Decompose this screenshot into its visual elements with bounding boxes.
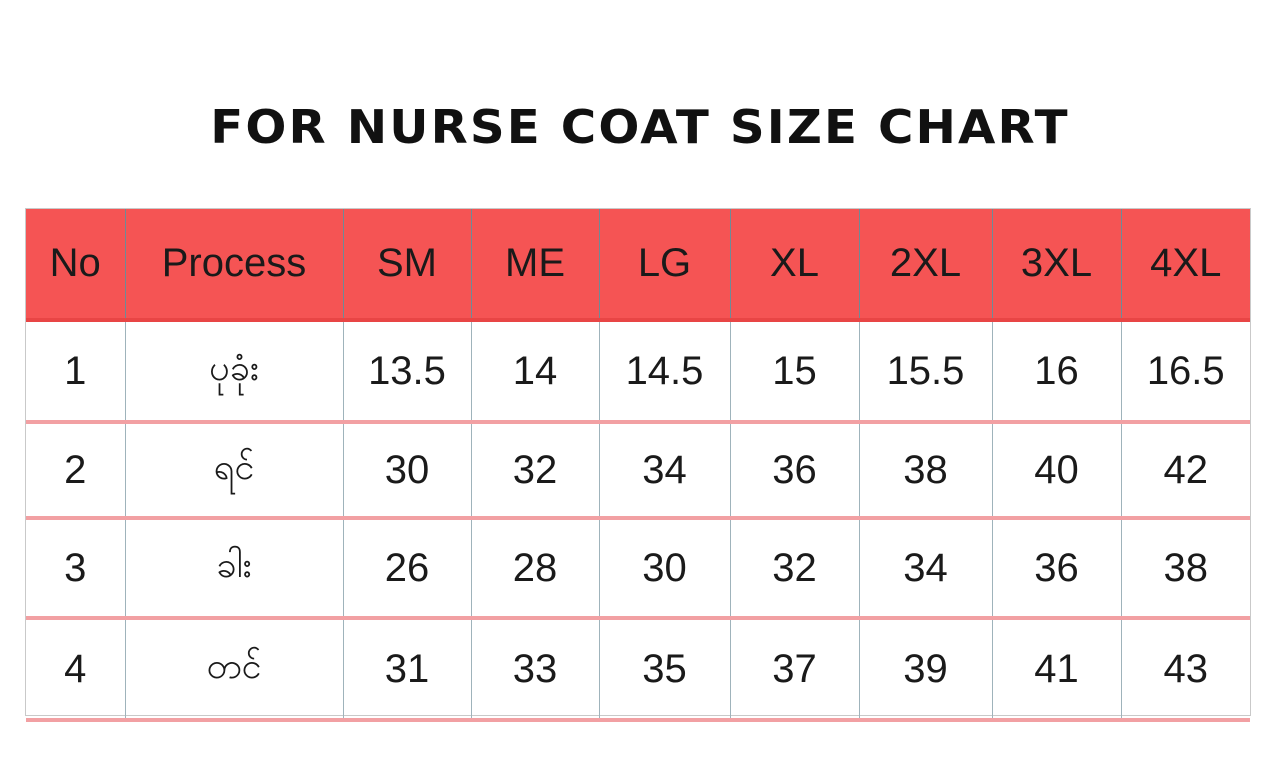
table-cell: 41 xyxy=(991,618,1121,722)
table-cell: 15.5 xyxy=(858,320,992,424)
table-cell: 16.5 xyxy=(1120,320,1250,424)
header-no: No xyxy=(26,209,125,320)
table-cell: ပုခုံး xyxy=(124,320,343,424)
header-xl: XL xyxy=(729,209,859,320)
size-chart-table: No Process SM ME LG XL 2XL 3XL 4XL 1 ပုခ… xyxy=(25,208,1251,722)
table-cell: 32 xyxy=(470,422,599,520)
header-process: Process xyxy=(124,209,343,320)
table-cell: 34 xyxy=(858,518,992,620)
table-cell: 32 xyxy=(729,518,859,620)
table-cell: 26 xyxy=(342,518,471,620)
header-row: No Process SM ME LG XL 2XL 3XL 4XL xyxy=(26,209,1250,320)
table-row: 4 တင် 31 33 35 37 39 41 43 xyxy=(26,618,1250,722)
table-cell: 39 xyxy=(858,618,992,722)
table-cell: 34 xyxy=(598,422,730,520)
table-cell: 33 xyxy=(470,618,599,722)
table-cell: 35 xyxy=(598,618,730,722)
header-3xl: 3XL xyxy=(991,209,1121,320)
table-cell: 37 xyxy=(729,618,859,722)
header-me: ME xyxy=(470,209,599,320)
table-cell: 3 xyxy=(26,518,125,620)
table-cell: 4 xyxy=(26,618,125,722)
table-cell: ခါး xyxy=(124,518,343,620)
table-cell: 38 xyxy=(858,422,992,520)
table-cell: 14 xyxy=(470,320,599,424)
table-cell: တင် xyxy=(124,618,343,722)
table-cell: 16 xyxy=(991,320,1121,424)
table-cell: 1 xyxy=(26,320,125,424)
table-cell: 31 xyxy=(342,618,471,722)
table-row: 1 ပုခုံး 13.5 14 14.5 15 15.5 16 16.5 xyxy=(26,320,1250,424)
table-cell: 28 xyxy=(470,518,599,620)
table-cell: 30 xyxy=(342,422,471,520)
header-lg: LG xyxy=(598,209,730,320)
page-title: FOR NURSE COAT SIZE CHART xyxy=(210,100,1070,154)
header-2xl: 2XL xyxy=(858,209,992,320)
table-row: 3 ခါး 26 28 30 32 34 36 38 xyxy=(26,518,1250,620)
table-cell: ရင် xyxy=(124,422,343,520)
table-cell: 36 xyxy=(991,518,1121,620)
table-cell: 38 xyxy=(1120,518,1250,620)
table-cell: 42 xyxy=(1120,422,1250,520)
header-sm: SM xyxy=(342,209,471,320)
table-cell: 43 xyxy=(1120,618,1250,722)
table-cell: 15 xyxy=(729,320,859,424)
table-cell: 2 xyxy=(26,422,125,520)
header-4xl: 4XL xyxy=(1120,209,1250,320)
table-cell: 30 xyxy=(598,518,730,620)
table-cell: 36 xyxy=(729,422,859,520)
table-row: 2 ရင် 30 32 34 36 38 40 42 xyxy=(26,422,1250,520)
table-cell: 14.5 xyxy=(598,320,730,424)
table-cell: 40 xyxy=(991,422,1121,520)
table-cell: 13.5 xyxy=(342,320,471,424)
